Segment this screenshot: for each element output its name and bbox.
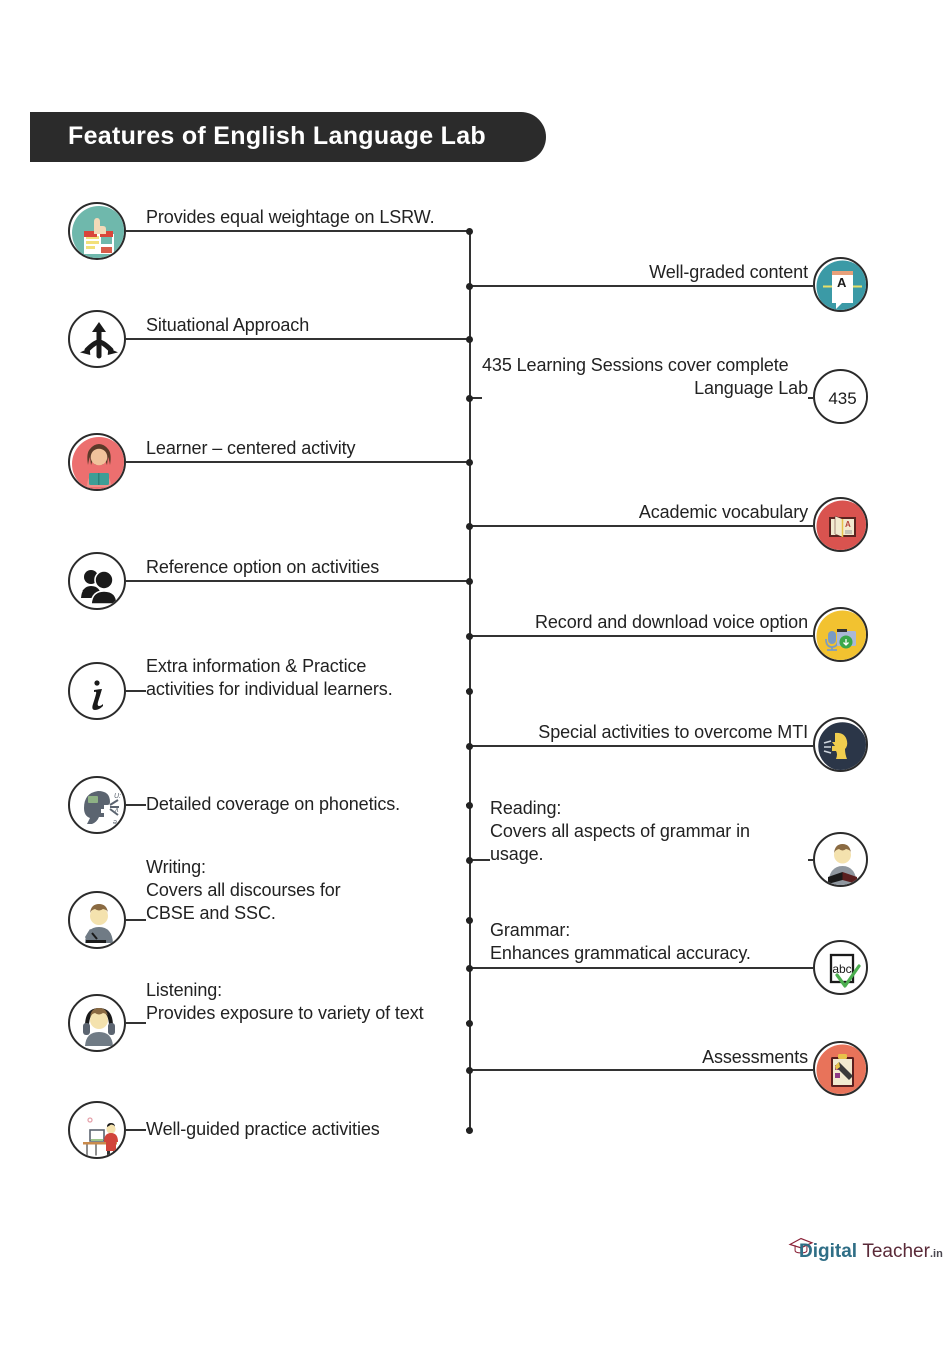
svg-text:435: 435: [828, 389, 856, 408]
svg-text:A: A: [837, 275, 847, 290]
svg-text:ə: ə: [113, 819, 117, 826]
svg-text:A: A: [845, 520, 851, 529]
svg-text:U:: U:: [114, 793, 121, 800]
svg-text:ʌ: ʌ: [114, 807, 119, 814]
svg-text:abc: abc: [832, 962, 851, 976]
